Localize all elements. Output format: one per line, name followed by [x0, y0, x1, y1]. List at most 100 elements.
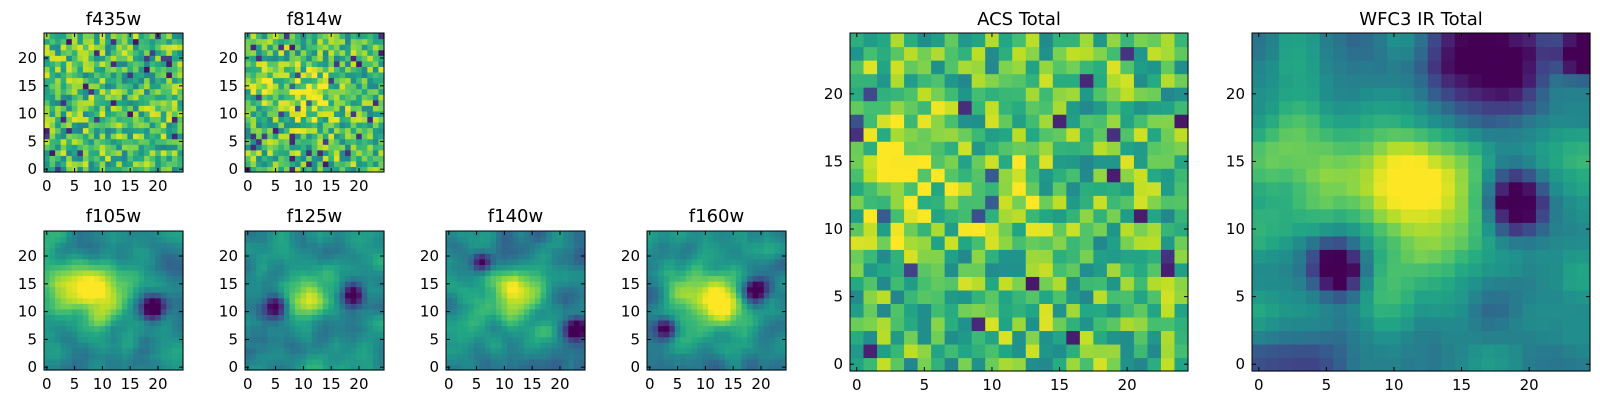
- heatmap-cell: [523, 281, 530, 288]
- heatmap-cell: [1441, 357, 1456, 372]
- heatmap-cell: [272, 94, 279, 101]
- heatmap-cell: [557, 286, 564, 293]
- heatmap-cell: [501, 292, 508, 299]
- heatmap-cell: [763, 336, 770, 343]
- heatmap-cell: [99, 319, 106, 327]
- heatmap-cell: [1495, 316, 1510, 332]
- heatmap-cell: [780, 342, 787, 349]
- heatmap-cell: [82, 303, 90, 310]
- heatmap-cell: [523, 258, 530, 265]
- heatmap-cell: [278, 110, 285, 117]
- heatmap-cell: [160, 60, 167, 67]
- heatmap-cell: [652, 264, 659, 271]
- heatmap-cell: [116, 253, 123, 260]
- heatmap-cell: [1252, 222, 1267, 237]
- heatmap-cell: [361, 105, 368, 112]
- heatmap-cell: [121, 110, 128, 117]
- heatmap-cell: [77, 166, 84, 173]
- heatmap-cell: [300, 236, 307, 243]
- heatmap-cell: [484, 292, 492, 299]
- heatmap-cell: [1039, 343, 1054, 359]
- heatmap-cell: [551, 236, 558, 243]
- heatmap-cell: [144, 314, 151, 321]
- heatmap-cell: [283, 133, 291, 140]
- heatmap-cell: [256, 138, 263, 145]
- heatmap-cell: [769, 286, 776, 293]
- heatmap-cell: [121, 247, 128, 254]
- heatmap-cell: [529, 236, 536, 243]
- heatmap-cell: [372, 71, 380, 79]
- heatmap-cell: [758, 303, 765, 310]
- heatmap-cell: [691, 253, 698, 260]
- heatmap-cell: [697, 297, 704, 304]
- heatmap-cell: [283, 77, 291, 84]
- heatmap-cell: [289, 247, 296, 254]
- heatmap-cell: [713, 281, 720, 288]
- heatmap-cell: [1066, 100, 1081, 115]
- heatmap-cell: [702, 342, 709, 349]
- heatmap-cell: [579, 242, 586, 249]
- heatmap-cell: [138, 242, 145, 249]
- heatmap-cell: [724, 325, 731, 332]
- heatmap-cell: [311, 99, 318, 106]
- heatmap-cell: [245, 149, 252, 156]
- heatmap-cell: [1025, 303, 1040, 318]
- heatmap-cell: [1052, 181, 1067, 196]
- heatmap-cell: [306, 297, 313, 304]
- heatmap-cell: [317, 127, 324, 134]
- heatmap-cell: [1265, 235, 1280, 250]
- heatmap-cell: [367, 77, 374, 84]
- heatmap-cell: [311, 44, 318, 51]
- heatmap-cell: [166, 347, 173, 354]
- heatmap-cell: [479, 247, 486, 254]
- heatmap-cell: [985, 195, 1000, 210]
- y-tick-label: 5: [630, 330, 640, 348]
- heatmap-cell: [573, 358, 581, 366]
- heatmap-cell: [529, 269, 536, 277]
- heatmap-cell: [250, 319, 257, 327]
- heatmap-cell: [261, 127, 268, 134]
- heatmap-cell: [523, 331, 530, 338]
- heatmap-cell: [328, 353, 335, 360]
- heatmap-cells-acs-total: [850, 33, 1189, 372]
- heatmap-cell: [1306, 343, 1321, 359]
- heatmap-cell: [171, 242, 179, 249]
- heatmap-cell: [132, 66, 140, 73]
- heatmap-cell: [278, 160, 285, 168]
- heatmap-cell: [149, 71, 156, 79]
- heatmap-cell: [917, 276, 932, 291]
- heatmap-cell: [256, 127, 263, 134]
- heatmap-cell: [1400, 235, 1415, 250]
- heatmap-cell: [295, 292, 302, 299]
- heatmap-cell: [708, 231, 715, 238]
- heatmap-cell: [171, 231, 179, 238]
- heatmap-cell: [345, 286, 352, 293]
- heatmap-cell: [328, 331, 335, 338]
- heatmap-cell: [82, 99, 90, 106]
- heatmap-cell: [685, 308, 693, 315]
- heatmap-cell: [484, 358, 492, 366]
- heatmap-cell: [372, 236, 380, 243]
- heatmap-cell: [669, 353, 676, 360]
- heatmap-cell: [372, 275, 380, 282]
- heatmap-cell: [149, 38, 156, 45]
- heatmap-cell: [669, 247, 676, 254]
- heatmap-cell: [44, 247, 51, 254]
- y-tick-label: 10: [18, 303, 37, 321]
- heatmap-cell: [160, 138, 167, 145]
- heatmap-cell: [557, 269, 564, 277]
- heatmap-cell: [116, 133, 123, 140]
- heatmap-cell: [55, 66, 62, 73]
- heatmap-cell: [71, 133, 78, 140]
- heatmap-cell: [1360, 195, 1375, 210]
- heatmap-cell: [171, 236, 179, 243]
- heatmap-cell: [300, 127, 307, 134]
- heatmap-cell: [735, 236, 743, 243]
- heatmap-cell: [278, 275, 285, 282]
- heatmap-cell: [55, 49, 62, 56]
- heatmap-cell: [261, 314, 268, 321]
- heatmap-cell: [774, 269, 782, 277]
- heatmap-cell: [1025, 343, 1040, 359]
- heatmap-cell: [735, 269, 743, 277]
